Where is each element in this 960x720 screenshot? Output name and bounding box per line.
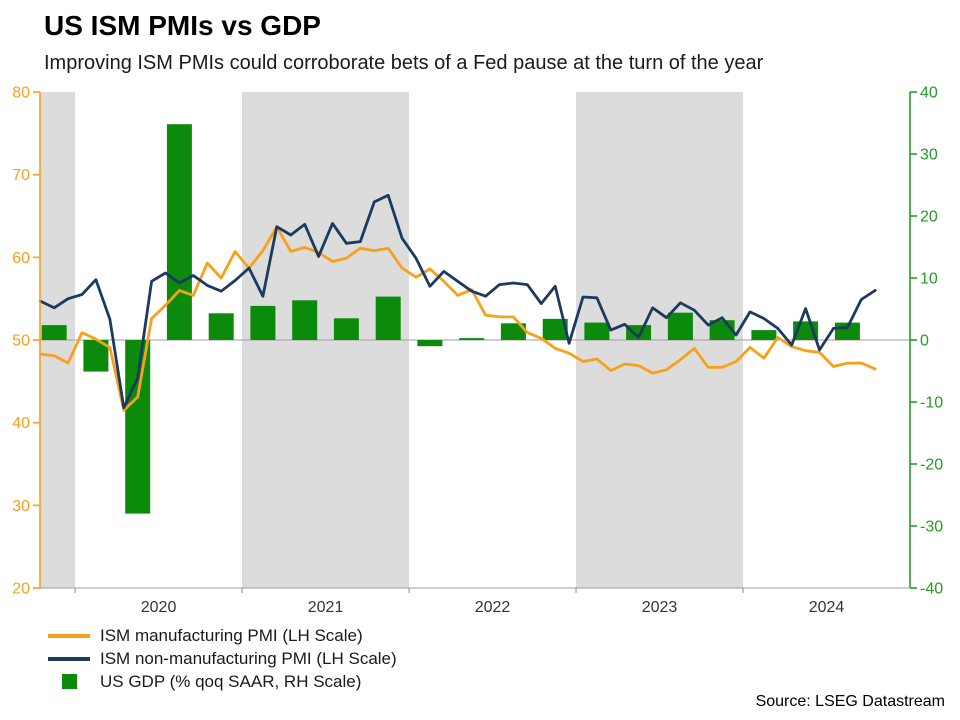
x-axis-year-label: 2023 xyxy=(642,599,678,616)
left-axis-tick-label: 70 xyxy=(12,167,30,184)
swatch-wrap xyxy=(48,656,90,661)
legend: ISM manufacturing PMI (LH Scale) ISM non… xyxy=(48,626,397,691)
left-axis-tick-label: 50 xyxy=(12,333,30,350)
legend-item-gdp: US GDP (% qoq SAAR, RH Scale) xyxy=(48,672,397,691)
right-axis-tick-label: -20 xyxy=(920,457,943,474)
gdp-bar xyxy=(250,305,276,340)
gdp-bar xyxy=(542,318,568,340)
swatch-wrap xyxy=(48,633,90,638)
gdp-bars xyxy=(41,124,860,514)
gdp-bar xyxy=(667,312,693,340)
gdp-bar xyxy=(751,330,777,340)
chart-subtitle: Improving ISM PMIs could corroborate bet… xyxy=(44,52,764,74)
non-manufacturing-line-swatch xyxy=(48,656,90,661)
left-axis-tick-label: 40 xyxy=(12,415,30,432)
x-axis-year-label: 2020 xyxy=(141,599,177,616)
x-axis: 2020 2021 2022 2023 2024 xyxy=(40,587,910,616)
chart-title: US ISM PMIs vs GDP xyxy=(44,10,321,41)
gdp-bar-swatch xyxy=(62,674,77,689)
x-axis-year-label: 2021 xyxy=(308,599,344,616)
gdp-bar xyxy=(333,318,359,340)
right-axis: -40 -30 -20 -10 0 10 20 30 40 xyxy=(909,85,943,598)
manufacturing-line-swatch xyxy=(48,633,90,638)
gdp-bar xyxy=(166,124,192,340)
right-axis-tick-label: -40 xyxy=(920,581,943,598)
gdp-bar xyxy=(626,325,652,340)
left-axis-tick-label: 60 xyxy=(12,250,30,267)
left-axis: 20 30 40 50 60 70 80 xyxy=(12,85,41,598)
non-manufacturing-pmi-line xyxy=(38,193,877,410)
source-credit: Source: LSEG Datastream xyxy=(755,693,945,710)
legend-label-non-manufacturing: ISM non-manufacturing PMI (LH Scale) xyxy=(100,648,397,668)
right-axis-tick-label: 0 xyxy=(920,333,929,350)
gdp-bar xyxy=(417,340,443,347)
gdp-bar xyxy=(292,300,318,340)
right-axis-tick-label: 40 xyxy=(920,85,938,102)
right-axis-tick-label: -10 xyxy=(920,395,943,412)
legend-item-non-manufacturing-pmi: ISM non-manufacturing PMI (LH Scale) xyxy=(48,649,397,668)
left-axis-tick-label: 30 xyxy=(12,498,30,515)
gdp-bar xyxy=(584,322,610,340)
left-axis-tick-label: 80 xyxy=(12,85,30,102)
gdp-bar xyxy=(500,323,526,340)
gdp-bar xyxy=(375,296,401,340)
swatch-wrap xyxy=(48,674,90,689)
x-axis-year-label: 2022 xyxy=(475,599,511,616)
x-axis-year-label: 2024 xyxy=(809,599,845,616)
gdp-bar xyxy=(208,313,234,340)
gdp-bar xyxy=(125,340,151,514)
right-axis-tick-label: 10 xyxy=(920,271,938,288)
right-axis-tick-label: 20 xyxy=(920,209,938,226)
manufacturing-pmi-line xyxy=(38,225,877,412)
gdp-bar xyxy=(41,325,67,340)
legend-label-manufacturing: ISM manufacturing PMI (LH Scale) xyxy=(100,625,363,645)
right-axis-tick-label: -30 xyxy=(920,519,943,536)
right-axis-tick-label: 30 xyxy=(920,147,938,164)
gdp-bar xyxy=(459,338,485,340)
legend-item-manufacturing-pmi: ISM manufacturing PMI (LH Scale) xyxy=(48,626,397,645)
legend-label-gdp: US GDP (% qoq SAAR, RH Scale) xyxy=(100,671,362,691)
left-axis-tick-label: 20 xyxy=(12,581,30,598)
